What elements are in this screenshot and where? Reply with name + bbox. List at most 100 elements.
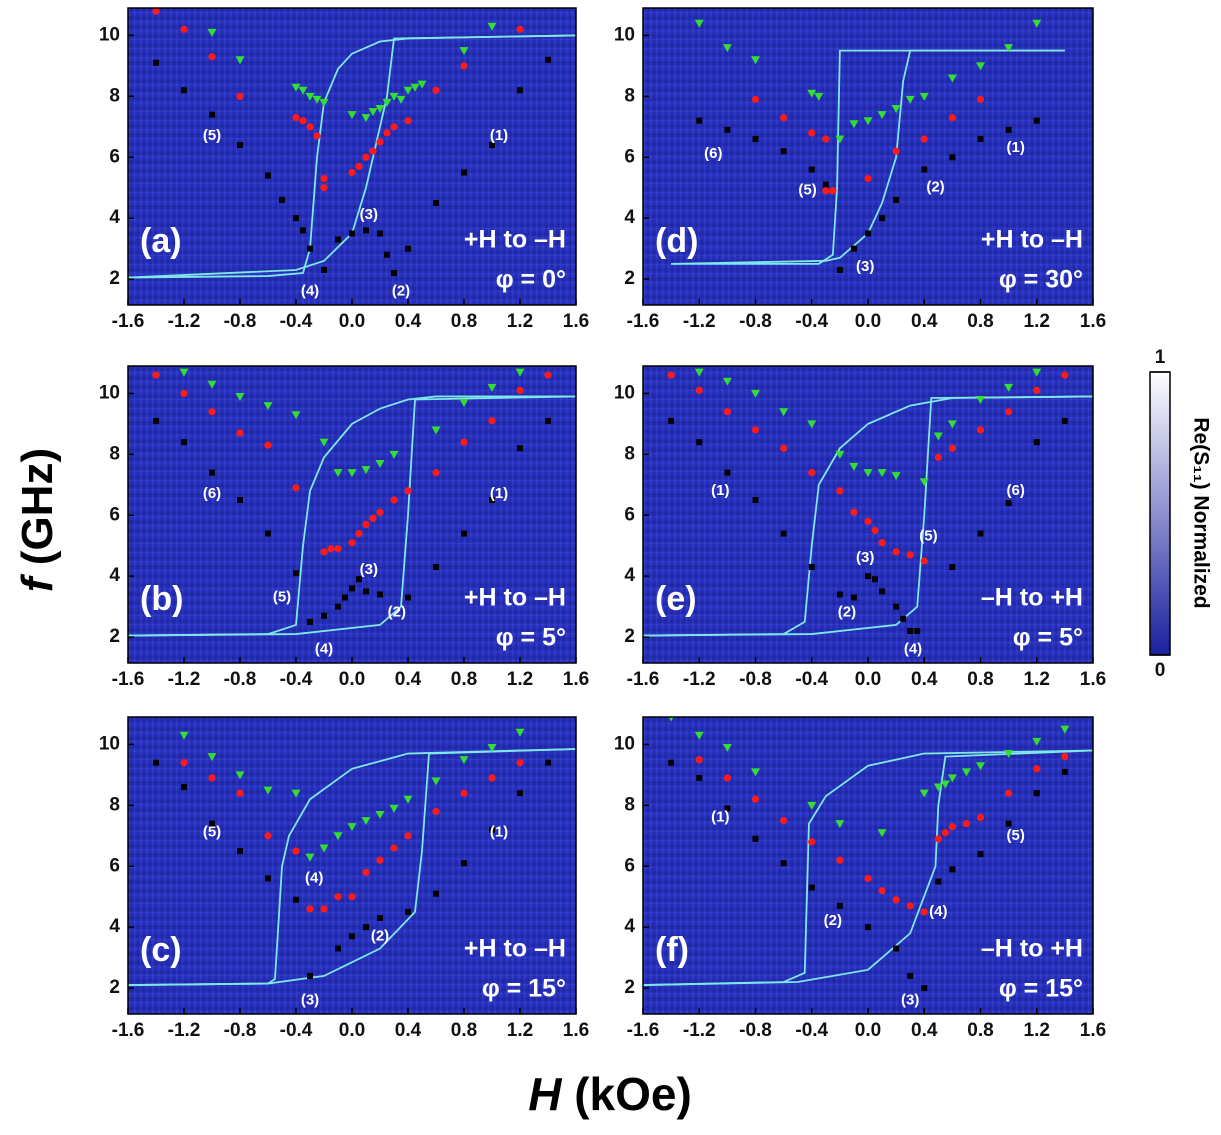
circle-marker (369, 147, 377, 155)
square-marker (921, 985, 928, 992)
circle-marker (948, 444, 956, 452)
circle-marker (208, 774, 216, 782)
panel-label: (f) (655, 931, 689, 969)
circle-marker (1061, 753, 1069, 761)
circle-marker (751, 426, 760, 434)
x-tick-label: -0.4 (795, 311, 828, 332)
plot-frame (642, 7, 1094, 306)
triangle-marker (515, 728, 525, 737)
mode-label: (6) (704, 145, 722, 162)
x-tick-label: -1.6 (627, 1020, 660, 1041)
square-marker (696, 439, 703, 446)
plot-frame (642, 716, 1094, 1015)
square-marker (181, 439, 187, 446)
plot-area (643, 368, 1093, 637)
mode-label: (1) (711, 482, 729, 499)
square-marker (752, 497, 759, 504)
square-marker (893, 945, 900, 952)
x-tick-label: 0.4 (395, 1020, 422, 1041)
x-tick-label: 0.0 (339, 669, 365, 690)
x-tick-label: -0.4 (280, 669, 313, 690)
circle-marker (460, 789, 468, 797)
y-tick-label: 10 (99, 24, 120, 45)
square-marker (181, 784, 187, 791)
sweep-label: +H to –H (464, 584, 566, 612)
plot-area (128, 368, 576, 637)
square-marker (405, 245, 411, 252)
triangle-marker (361, 114, 371, 123)
y-tick-label: 10 (99, 733, 120, 754)
square-marker (696, 117, 703, 124)
square-marker (893, 603, 900, 610)
circle-marker (1061, 371, 1069, 379)
x-tick-label: -1.2 (683, 669, 716, 690)
square-marker (949, 866, 956, 873)
x-axis-label: H (kOe) (528, 1068, 692, 1120)
circle-marker (920, 908, 928, 916)
square-marker (1061, 417, 1068, 424)
y-tick-label: 8 (109, 85, 120, 106)
triangle-marker (347, 469, 357, 478)
x-tick-label: -0.8 (224, 311, 257, 332)
circle-marker (488, 417, 496, 425)
x-tick-label: -0.8 (224, 669, 257, 690)
circle-marker (348, 893, 356, 901)
x-tick-label: 1.6 (1080, 311, 1106, 332)
y-tick-label: 4 (624, 207, 635, 228)
triangle-marker (863, 469, 873, 478)
x-tick-label: 0.8 (967, 669, 993, 690)
x-tick-label: 1.2 (507, 669, 533, 690)
triangle-marker (207, 28, 217, 37)
mode-label: (3) (901, 991, 919, 1008)
square-marker (349, 230, 355, 237)
x-tick-label: -1.2 (168, 311, 201, 332)
square-marker (356, 576, 362, 583)
square-marker (907, 628, 914, 635)
plot-background (128, 717, 576, 1014)
triangle-marker (891, 105, 901, 114)
circle-marker (1033, 386, 1041, 394)
mode-label: (2) (838, 604, 856, 621)
circle-marker (208, 408, 216, 416)
circle-marker (348, 539, 356, 547)
triangle-marker (722, 743, 732, 752)
triangle-marker (347, 823, 357, 832)
triangle-marker (814, 92, 824, 101)
square-marker (977, 530, 984, 537)
triangle-marker (919, 92, 929, 101)
triangle-marker (1060, 725, 1070, 734)
triangle-marker (487, 743, 497, 752)
triangle-marker (807, 801, 817, 810)
y-tick-label: 2 (624, 626, 635, 647)
circle-marker (1005, 408, 1013, 416)
circle-marker (180, 389, 188, 398)
x-tick-label: 0.4 (395, 311, 422, 332)
y-tick-label: 4 (109, 207, 120, 228)
circle-marker (208, 53, 216, 61)
triangle-marker (751, 389, 760, 398)
mode-label: (1) (1006, 139, 1024, 156)
y-tick-label: 10 (614, 382, 635, 403)
triangle-marker (487, 383, 497, 392)
triangle-marker (779, 408, 789, 417)
triangle-marker (459, 399, 469, 408)
x-tick-label: -0.8 (739, 311, 772, 332)
circle-marker (299, 117, 307, 125)
triangle-marker (849, 463, 859, 472)
circle-marker (404, 117, 412, 125)
x-tick-label: 0.4 (395, 669, 422, 690)
mode-label: (4) (929, 903, 947, 920)
mode-label: (4) (315, 640, 333, 657)
hysteresis-line (128, 395, 576, 637)
circle-marker (236, 789, 244, 797)
square-marker (181, 87, 187, 94)
square-marker (1005, 126, 1012, 133)
y-axis-label: f (GHz) (13, 448, 62, 592)
circle-marker (864, 874, 872, 883)
square-marker (850, 245, 857, 252)
square-marker (836, 591, 843, 598)
square-marker (780, 860, 787, 867)
circle-marker (695, 756, 703, 764)
circle-marker (376, 856, 384, 864)
